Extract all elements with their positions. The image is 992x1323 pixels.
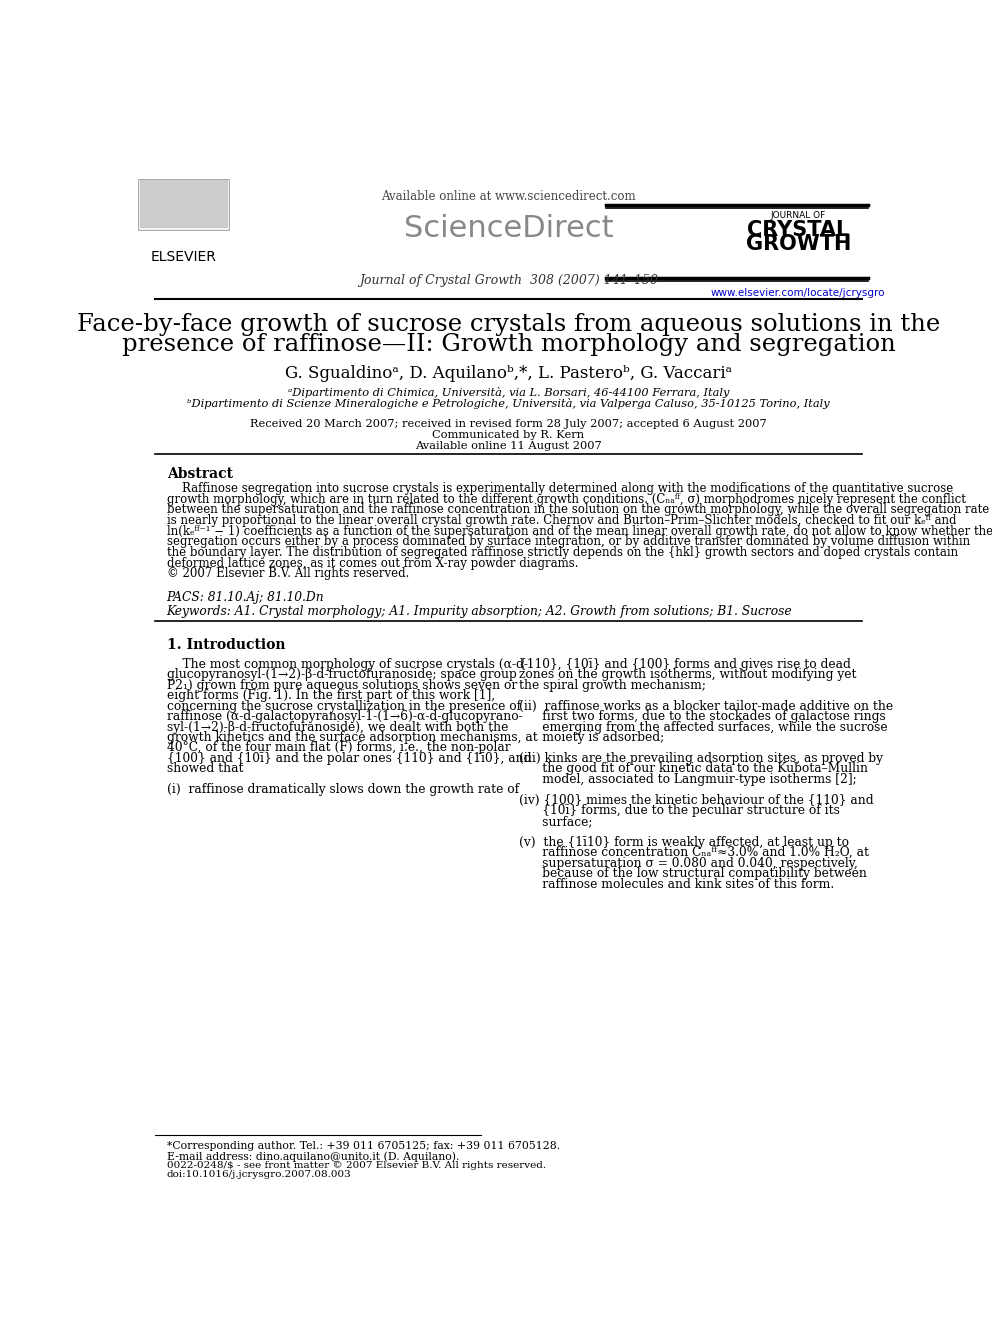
Text: GROWTH: GROWTH [746,234,851,254]
Text: syl-(1→2)-β-d-fructofuranoside), we dealt with both the: syl-(1→2)-β-d-fructofuranoside), we deal… [167,721,508,733]
Text: Received 20 March 2007; received in revised form 28 July 2007; accepted 6 August: Received 20 March 2007; received in revi… [250,419,767,429]
Text: first two forms, due to the stockades of galactose rings: first two forms, due to the stockades of… [519,710,886,724]
Text: G. Sgualdinoᵃ, D. Aquilanoᵇ,*, L. Pasteroᵇ, G. Vaccariᵃ: G. Sgualdinoᵃ, D. Aquilanoᵇ,*, L. Paster… [285,365,732,382]
Text: Available online 11 August 2007: Available online 11 August 2007 [415,441,602,451]
Text: (i)  raffinose dramatically slows down the growth rate of: (i) raffinose dramatically slows down th… [167,783,519,796]
Text: (iv) {100} mimes the kinetic behaviour of the {110} and: (iv) {100} mimes the kinetic behaviour o… [519,794,874,807]
Text: JOURNAL OF: JOURNAL OF [771,212,826,220]
Text: doi:10.1016/j.jcrysgro.2007.08.003: doi:10.1016/j.jcrysgro.2007.08.003 [167,1170,351,1179]
Text: Available online at www.sciencedirect.com: Available online at www.sciencedirect.co… [381,189,636,202]
Text: (v)  the {1ī10} form is weakly affected, at least up to: (v) the {1ī10} form is weakly affected, … [519,836,849,849]
Text: Communicated by R. Kern: Communicated by R. Kern [433,430,584,439]
Text: showed that: showed that [167,762,243,775]
Text: Keywords: A1. Crystal morphology; A1. Impurity absorption; A2. Growth from solut: Keywords: A1. Crystal morphology; A1. Im… [167,606,793,618]
Text: *Corresponding author. Tel.: +39 011 6705125; fax: +39 011 6705128.: *Corresponding author. Tel.: +39 011 670… [167,1142,559,1151]
Text: raffinose (α-d-galactopyranosyl-1-(1→6)-α-d-glucopyrano-: raffinose (α-d-galactopyranosyl-1-(1→6)-… [167,710,523,724]
Text: eight forms (Fig. 1). In the first part of this work [1],: eight forms (Fig. 1). In the first part … [167,689,495,703]
Text: raffinose molecules and kink sites of this form.: raffinose molecules and kink sites of th… [519,877,834,890]
Text: surface;: surface; [519,815,593,828]
Text: ln(kₑᶠᶠ⁻¹ − 1) coefficients as a function of the supersaturation and of the mean: ln(kₑᶠᶠ⁻¹ − 1) coefficients as a functio… [167,525,992,537]
Text: 0022-0248/$ - see front matter © 2007 Elsevier B.V. All rights reserved.: 0022-0248/$ - see front matter © 2007 El… [167,1162,546,1171]
Bar [138,179,229,230]
Text: © 2007 Elsevier B.V. All rights reserved.: © 2007 Elsevier B.V. All rights reserved… [167,568,409,581]
Text: ScienceDirect: ScienceDirect [404,214,613,243]
Text: Journal of Crystal Growth  308 (2007) 141–150: Journal of Crystal Growth 308 (2007) 141… [359,274,658,287]
Text: the boundary layer. The distribution of segregated raffinose strictly depends on: the boundary layer. The distribution of … [167,546,957,558]
Text: 40°C, of the four main flat (F) forms, i.e., the non-polar: 40°C, of the four main flat (F) forms, i… [167,741,510,754]
Text: the spiral growth mechanism;: the spiral growth mechanism; [519,679,706,692]
Text: because of the low structural compatibility between: because of the low structural compatibil… [519,867,867,880]
Text: deformed lattice zones, as it comes out from X-ray powder diagrams.: deformed lattice zones, as it comes out … [167,557,578,569]
Text: Raffinose segregation into sucrose crystals is experimentally determined along w: Raffinose segregation into sucrose cryst… [167,482,953,495]
Text: (iii) kinks are the prevailing adsorption sites, as proved by: (iii) kinks are the prevailing adsorptio… [519,751,883,765]
Text: zones on the growth isotherms, without modifying yet: zones on the growth isotherms, without m… [519,668,857,681]
Text: {100} and {10ī} and the polar ones {110} and {1ī0}, and: {100} and {10ī} and the polar ones {110}… [167,751,531,765]
Text: CRYSTAL: CRYSTAL [747,221,849,241]
Text: concerning the sucrose crystallization in the presence of: concerning the sucrose crystallization i… [167,700,521,713]
Text: The most common morphology of sucrose crystals (α-d-: The most common morphology of sucrose cr… [167,658,528,671]
Text: the good fit of our kinetic data to the Kubota–Mullin: the good fit of our kinetic data to the … [519,762,868,775]
Text: {10ī} forms, due to the peculiar structure of its: {10ī} forms, due to the peculiar structu… [519,804,840,818]
Text: P2₁) grown from pure aqueous solutions shows seven or: P2₁) grown from pure aqueous solutions s… [167,679,517,692]
Text: supersaturation σ = 0.080 and 0.040, respectively,: supersaturation σ = 0.080 and 0.040, res… [519,857,858,869]
Text: ᵇDipartimento di Scienze Mineralogiche e Petrologiche, Università, via Valperga : ᵇDipartimento di Scienze Mineralogiche e… [187,398,829,409]
Text: raffinose concentration Cₙₐᶠᶠ≈3.0% and 1.0% H₂O, at: raffinose concentration Cₙₐᶠᶠ≈3.0% and 1… [519,847,869,859]
Text: ELSEVIER: ELSEVIER [151,250,216,263]
Text: presence of raffinose—II: Growth morphology and segregation: presence of raffinose—II: Growth morphol… [122,333,895,356]
Text: glucopyranosyl-(1→2)-β-d-fructofuranoside; space group: glucopyranosyl-(1→2)-β-d-fructofuranosid… [167,668,517,681]
Text: emerging from the affected surfaces, while the sucrose: emerging from the affected surfaces, whi… [519,721,888,733]
Text: between the supersaturation and the raffinose concentration in the solution on t: between the supersaturation and the raff… [167,504,989,516]
Text: E-mail address: dino.aquilano@unito.it (D. Aquilano).: E-mail address: dino.aquilano@unito.it (… [167,1151,459,1162]
Text: (ii)  raffinose works as a blocker tailor-made additive on the: (ii) raffinose works as a blocker tailor… [519,700,894,713]
Text: is nearly proportional to the linear overall crystal growth rate. Chernov and Bu: is nearly proportional to the linear ove… [167,515,956,527]
Text: segregation occurs either by a process dominated by surface integration, or by a: segregation occurs either by a process d… [167,536,970,548]
Text: 1. Introduction: 1. Introduction [167,638,285,652]
Text: growth kinetics and the surface adsorption mechanisms, at: growth kinetics and the surface adsorpti… [167,732,538,744]
Bar [140,180,228,228]
Text: model, associated to Langmuir-type isotherms [2];: model, associated to Langmuir-type isoth… [519,773,857,786]
Text: www.elsevier.com/locate/jcrysgro: www.elsevier.com/locate/jcrysgro [711,288,886,298]
Text: PACS: 81.10.Aj; 81.10.Dn: PACS: 81.10.Aj; 81.10.Dn [167,591,324,605]
Text: Abstract: Abstract [167,467,233,480]
Text: ᵃDipartimento di Chimica, Università, via L. Borsari, 46-44100 Ferrara, Italy: ᵃDipartimento di Chimica, Università, vi… [288,388,729,398]
Text: growth morphology, which are in turn related to the different growth conditions.: growth morphology, which are in turn rel… [167,492,965,505]
Text: Face-by-face growth of sucrose crystals from aqueous solutions in the: Face-by-face growth of sucrose crystals … [76,312,940,336]
Text: {110}, {10ī} and {100} forms and gives rise to dead: {110}, {10ī} and {100} forms and gives r… [519,658,851,671]
Text: moiety is adsorbed;: moiety is adsorbed; [519,732,665,744]
